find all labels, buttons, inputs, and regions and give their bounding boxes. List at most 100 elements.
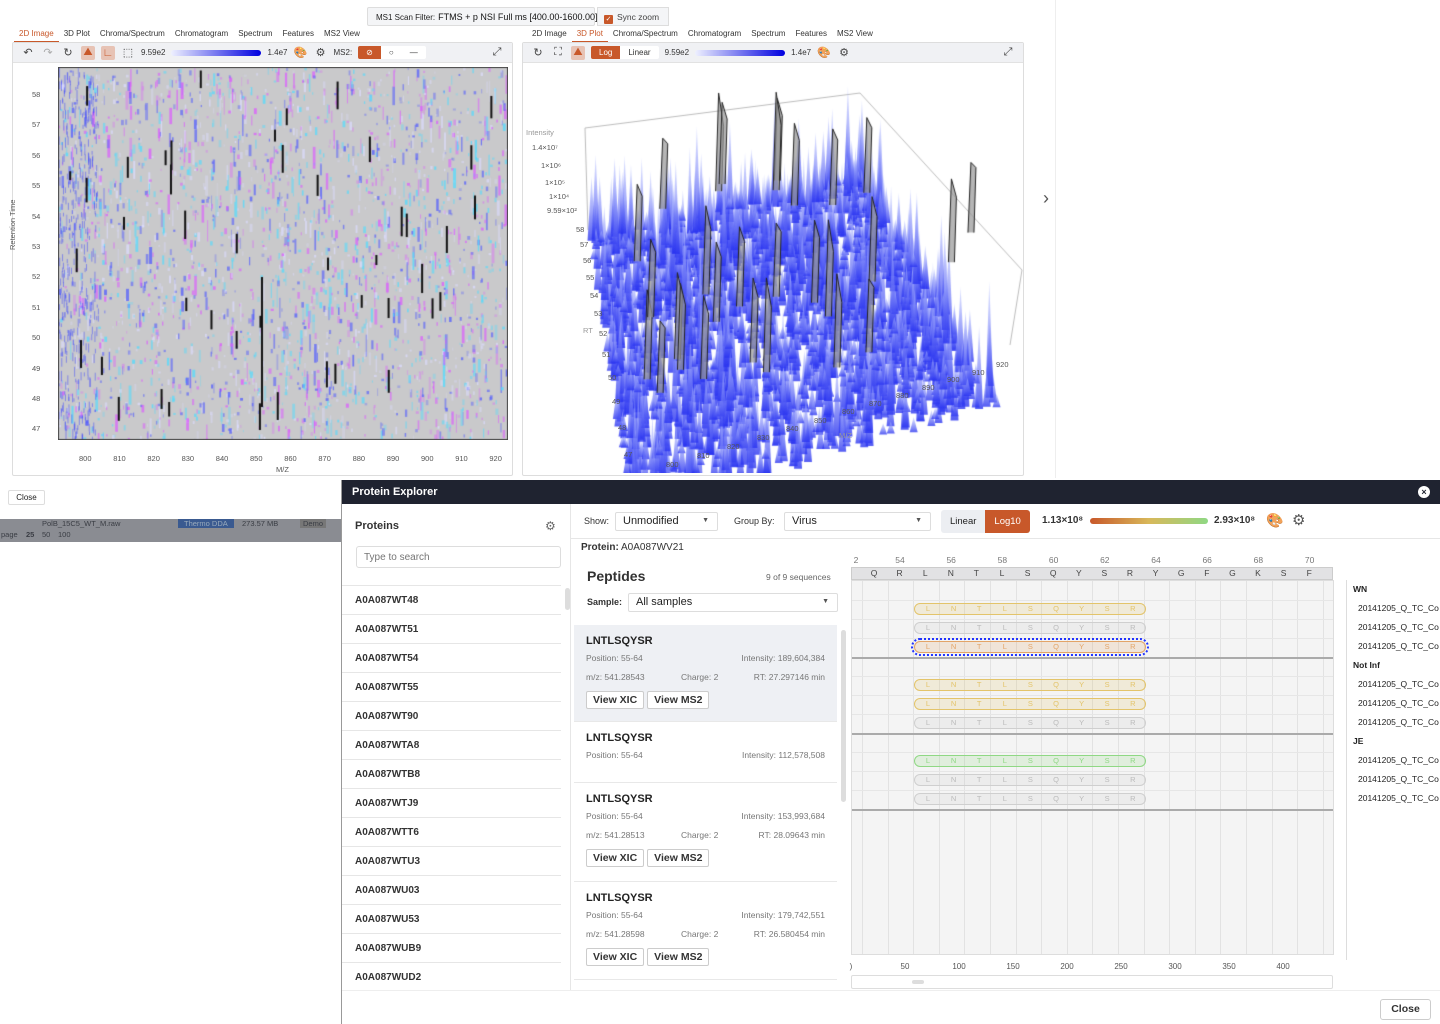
sample-label[interactable]: 20141205_Q_TC_Co [1358,774,1439,784]
tab-2d-image[interactable]: 2D Image [14,28,59,42]
tab-chromatogram[interactable]: Chromatogram [174,29,229,38]
overview-scrollbar[interactable] [851,975,1333,989]
protein-list-item[interactable]: A0A087WTU3 [342,847,561,876]
sample-label[interactable]: 20141205_Q_TC_Co [1358,641,1439,651]
protein-list-item[interactable]: A0A087WT45 [342,575,561,586]
protein-list-item[interactable]: A0A087WT54 [342,644,561,673]
view-ms2-button[interactable]: View MS2 [647,948,710,966]
protein-list-item[interactable]: A0A087WT55 [342,673,561,702]
protein-list-item[interactable]: A0A087WTT6 [342,818,561,847]
gear-icon[interactable]: ⚙ [545,519,556,533]
view-xic-button[interactable]: View XIC [586,691,645,709]
palette-icon[interactable]: 🎨 [1266,512,1284,528]
tab-3d-plot[interactable]: 3D Plot [63,29,90,38]
sample-label[interactable]: 20141205_Q_TC_Co [1358,603,1439,613]
scan-filter-select[interactable]: MS1 Scan Filter: FTMS + p NSI Full ms [40… [367,7,604,26]
focus-icon[interactable]: ⛶ [554,46,562,58]
view-ms2-button[interactable]: View MS2 [647,691,710,709]
sample-select[interactable]: All samples ▼ [628,593,838,612]
tab-chromatogram[interactable]: Chromatogram [687,29,742,38]
view-ms2-button[interactable]: View MS2 [647,849,710,867]
tab-ms2-view[interactable]: MS2 View [324,29,360,38]
tab-ms2-view[interactable]: MS2 View [837,29,873,38]
tab-2d-image[interactable]: 2D Image [532,29,567,38]
tab-spectrum[interactable]: Spectrum [751,29,786,38]
peptide-card[interactable]: LNTLSQYSR Position: 55-64 Intensity: 179,7… [574,882,837,980]
reset-icon[interactable]: ↻ [63,47,73,59]
protein-list-item[interactable]: A0A087WU53 [342,905,561,934]
redo-icon[interactable]: ↷ [43,47,53,59]
peaks-icon[interactable]: ⛰ [571,45,585,60]
tab-features[interactable]: Features [282,29,315,38]
sample-label[interactable]: 20141205_Q_TC_Co [1358,717,1439,727]
expand-icon[interactable]: ⤢ [1003,46,1013,58]
tab-chroma-spectrum[interactable]: Chroma/Spectrum [612,29,678,38]
protein-list-item[interactable]: A0A087WT51 [342,615,561,644]
group-by-select[interactable]: Virus ▼ [784,512,931,531]
peptide-card[interactable]: LNTLSQYSR Position: 55-64 Intensity: 189,6… [574,625,837,722]
palette-icon[interactable]: 🎨 [817,47,831,59]
tab-spectrum[interactable]: Spectrum [238,29,273,38]
axes-icon[interactable]: ∟ [101,45,115,60]
gear-icon[interactable]: ⚙ [315,47,326,59]
sample-label[interactable]: 20141205_Q_TC_Co [1358,698,1439,708]
protein-list-item[interactable]: A0A087WTB8 [342,760,561,789]
overview-tick: ) [849,962,853,971]
select-box-icon[interactable]: ⬚ [122,47,134,59]
3d-surface-plot[interactable] [523,63,1023,473]
close-button[interactable]: Close [8,490,45,505]
view-xic-button[interactable]: View XIC [586,948,645,966]
scroll-thumb[interactable] [912,980,924,984]
sample-label[interactable]: 20141205_Q_TC_Co [1358,793,1439,803]
scrollbar[interactable] [565,588,570,610]
tab-features[interactable]: Features [795,29,828,38]
protein-list-item[interactable]: A0A087WT90 [342,702,561,731]
show-select[interactable]: Unmodified ▼ [615,512,718,531]
protein-list-item[interactable]: A0A087WU03 [342,876,561,905]
close-icon[interactable]: × [1418,486,1430,498]
protein-list-item[interactable]: A0A087WUD2 [342,963,561,990]
protein-list-item[interactable]: A0A087WUB9 [342,934,561,963]
protein-list-item[interactable]: A0A087WT48 [342,586,561,615]
log10-button[interactable]: Log10 [985,510,1030,533]
linear-button[interactable]: Linear [941,510,986,533]
linear-button[interactable]: Linear [620,46,659,59]
peptide-coverage-grid[interactable]: L N T L S Q Y S R L N T L S Q Y S R L N T L S Q Y S R L N T L S Q Y S R L N T L… [851,580,1334,955]
ms2-hide-button[interactable]: ⊘ [358,46,381,59]
peptide-card[interactable]: LNTLSQYSR Position: 55-64 Intensity: 153,9… [574,783,837,882]
sync-zoom-checkbox[interactable]: ✓ Sync zoom [597,7,669,26]
sample-label[interactable]: 20141205_Q_TC_Co [1358,755,1439,765]
modal-close-button[interactable]: Close [1380,999,1431,1020]
scrollbar[interactable] [841,630,846,802]
tab-chroma-spectrum[interactable]: Chroma/Spectrum [99,29,165,38]
protein-list-item[interactable]: A0A087WTJ9 [342,789,561,818]
reset-icon[interactable]: ↻ [533,47,543,59]
protein-search-input[interactable] [356,546,561,568]
peptide-card[interactable]: LNTLSQYSR Position: 55-64 Intensity: 112,5… [574,722,837,783]
chevron-right-icon[interactable]: › [1043,188,1049,208]
expand-icon[interactable]: ⤢ [492,46,502,58]
sample-label[interactable]: 20141205_Q_TC_Co [1358,622,1439,632]
tab-3d-plot[interactable]: 3D Plot [571,28,608,42]
ms2-line-button[interactable]: — [401,46,426,59]
ms2-circle-button[interactable]: ○ [380,46,402,59]
protein-list-item[interactable]: A0A087WTA8 [342,731,561,760]
peaks-icon[interactable]: ⛰ [81,45,95,60]
gear-icon[interactable]: ⚙ [1292,512,1306,529]
gear-icon[interactable]: ⚙ [839,47,850,59]
palette-icon[interactable]: 🎨 [293,47,308,59]
undo-icon[interactable]: ↶ [23,47,33,59]
2d-heatmap[interactable] [58,67,508,440]
log-button[interactable]: Log [591,46,621,59]
view-xic-button[interactable]: View XIC [586,849,645,867]
sample-label[interactable]: 20141205_Q_TC_Co [1358,679,1439,689]
